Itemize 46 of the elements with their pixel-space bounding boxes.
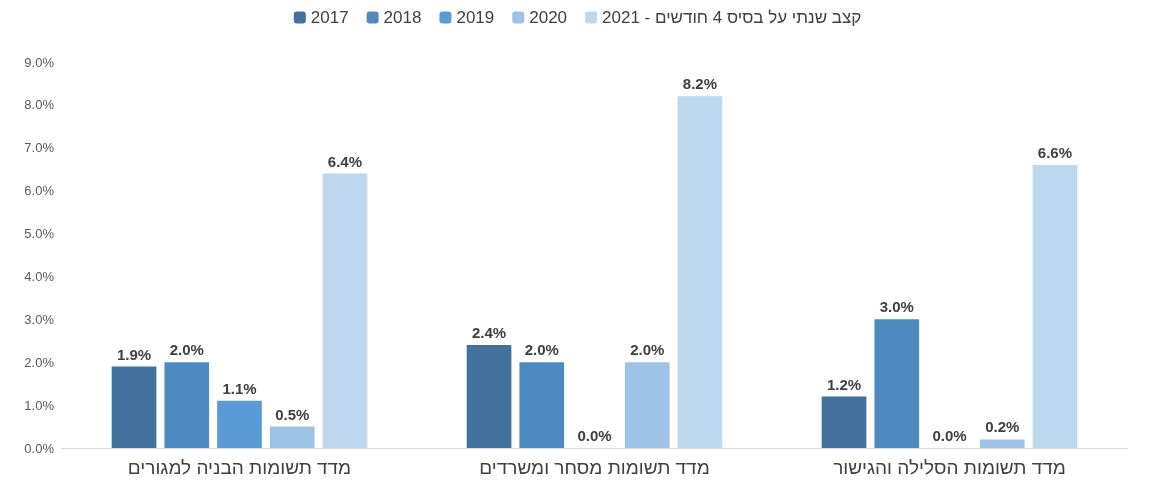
y-tick-label: 8.0% [24, 97, 55, 113]
y-tick-label: 9.0% [24, 54, 55, 70]
y-tick-label: 1.0% [24, 397, 55, 413]
legend-label: 2017 [310, 8, 349, 27]
legend-label: 2020 [529, 8, 568, 27]
data-label: 0.5% [275, 405, 310, 423]
y-tick-label: 0.0% [24, 440, 55, 456]
bar [322, 173, 368, 448]
bar [519, 362, 565, 448]
data-label: 0.0% [932, 427, 967, 444]
bar [874, 319, 920, 448]
data-label: 2.0% [169, 341, 204, 359]
bar [269, 426, 315, 448]
x-tick-label: מדד תשומות הבניה למגורים [127, 457, 352, 478]
y-tick-label: 2.0% [24, 354, 55, 370]
data-label: 1.1% [222, 379, 257, 397]
bar [111, 366, 157, 448]
data-label: 1.9% [116, 345, 152, 363]
bar [979, 439, 1025, 448]
bar [164, 362, 210, 448]
data-label: 2.4% [471, 324, 507, 342]
data-label: 0.0% [577, 427, 612, 444]
y-tick-label: 5.0% [24, 226, 55, 242]
data-label: 3.0% [879, 298, 914, 316]
y-tick-label: 3.0% [24, 311, 55, 327]
data-label: 8.2% [682, 75, 718, 93]
x-tick-label: מדד תשומות הסלילה והגישור [833, 457, 1066, 478]
y-tick-label: 4.0% [24, 268, 55, 284]
bar [624, 362, 670, 448]
x-tick-label: מדד תשומות מסחר ומשרדים [479, 457, 710, 478]
y-tick-label: 6.0% [24, 183, 55, 199]
bar [466, 345, 512, 448]
legend-label: 2021 - קצב שנתי על בסיס 4 חודשים [602, 8, 862, 27]
data-label: 2.0% [630, 341, 665, 359]
data-label: 0.2% [985, 418, 1020, 436]
data-label: 6.6% [1037, 143, 1073, 161]
bar [677, 96, 723, 448]
y-tick-label: 7.0% [24, 140, 55, 156]
legend-label: 2018 [383, 8, 422, 27]
legend-label: 2019 [456, 8, 495, 27]
data-label: 2.0% [524, 341, 559, 359]
data-label: 1.2% [826, 375, 862, 393]
bar [217, 400, 262, 448]
bar [821, 396, 867, 448]
bar [1032, 164, 1078, 448]
data-label: 6.4% [327, 152, 363, 170]
